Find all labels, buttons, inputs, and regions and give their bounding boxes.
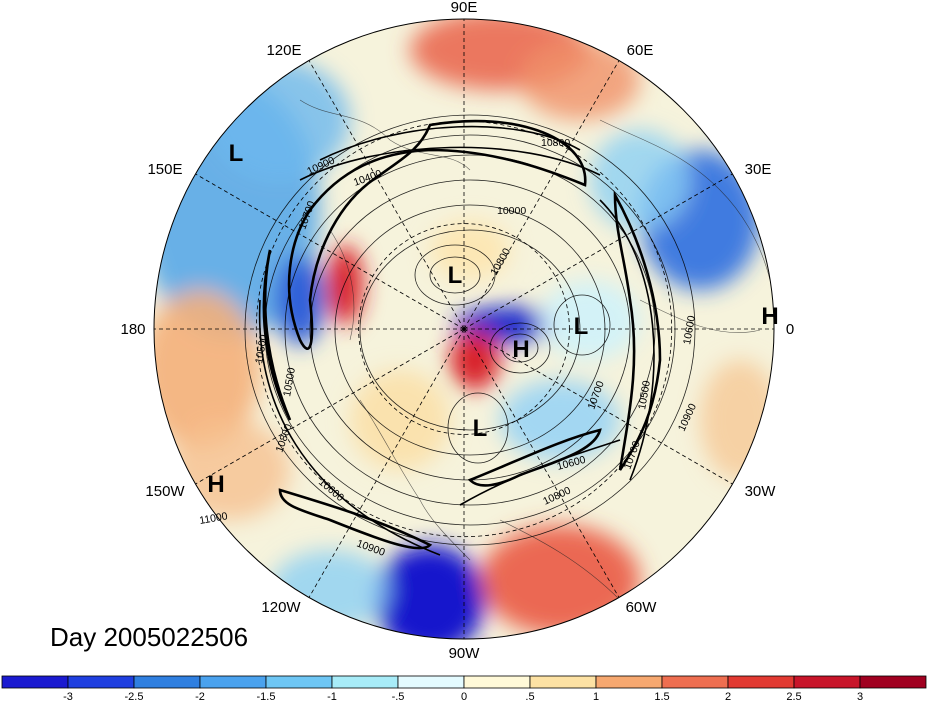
colorbar-swatch (67, 675, 135, 689)
colorbar-tick-label: 3 (857, 691, 863, 702)
meridian-line (195, 173, 465, 330)
lon-label-30w: 30W (745, 483, 777, 500)
colorbar-tick-label: -2 (195, 691, 205, 702)
lon-label-0: 0 (786, 321, 794, 338)
latitude-circle (255, 120, 673, 538)
meridian-line (308, 328, 465, 598)
pressure-centers: L L L L H H H (207, 140, 778, 498)
colorbar-swatch (727, 675, 795, 689)
meridian-line (463, 328, 620, 598)
colorbar-swatch (793, 675, 861, 689)
low-center: L (229, 140, 244, 167)
meridian-line (463, 173, 733, 330)
lon-label-90w: 90W (449, 645, 481, 662)
colorbar-swatch (199, 675, 267, 689)
colorbar-tick-label: -3 (63, 691, 73, 702)
contour-label: 10800 (541, 137, 570, 149)
graticule (154, 19, 774, 639)
lon-label-60w: 60W (626, 599, 658, 616)
colorbar-swatch (133, 675, 201, 689)
colorbar-tick-label: -.5 (392, 691, 405, 702)
colorbar-swatch (595, 675, 663, 689)
colorbar-swatch (661, 675, 729, 689)
high-center: H (207, 471, 224, 498)
lon-label-60e: 60E (627, 42, 654, 59)
colorbar-tick-label: 0 (461, 691, 467, 702)
colorbar-tick-label: -1.5 (257, 691, 276, 702)
contour-label: 11000 (198, 510, 228, 527)
low-center: L (574, 313, 589, 340)
colorbar-swatch (529, 675, 597, 689)
contour-label: 10000 (497, 205, 526, 217)
lon-label-120w: 120W (261, 599, 301, 616)
longitude-labels: 90E 60E 30E 0 30W 60W 90W 120W 150W 180 … (120, 0, 794, 662)
low-center: L (448, 262, 463, 289)
colorbar-tick-label: 2 (725, 691, 731, 702)
colorbar-tick-label: -2.5 (125, 691, 144, 702)
colorbar-tick-label: .5 (525, 691, 534, 702)
colorbar-swatch (397, 675, 465, 689)
colorbar-tick-label: -1 (327, 691, 337, 702)
colorbar-swatch (1, 675, 69, 689)
colorbar-swatch (265, 675, 333, 689)
high-center: H (512, 336, 529, 363)
meridian-line (195, 328, 465, 485)
lon-label-150w: 150W (145, 483, 185, 500)
lon-label-150e: 150E (147, 161, 182, 178)
high-center: H (761, 303, 778, 330)
contour-label: 10600 (681, 315, 698, 346)
colorbar-swatch (859, 675, 927, 689)
lon-label-90e: 90E (451, 0, 478, 16)
contour-label: 10500 (636, 380, 653, 411)
map-title: Day 2005022506 (50, 622, 248, 652)
colorbar-tick-label: 1.5 (654, 691, 669, 702)
contour-label: 10500 (281, 367, 298, 398)
colorbar-swatch (463, 675, 531, 689)
meridian-line (463, 328, 733, 485)
lon-label-180: 180 (120, 321, 145, 338)
contour-label: 10500 (253, 334, 270, 365)
low-center: L (473, 415, 488, 442)
colorbar-swatch (331, 675, 399, 689)
lon-label-30e: 30E (745, 161, 772, 178)
latitude-circle (358, 223, 570, 435)
meridian-line (308, 60, 465, 330)
lon-label-120e: 120E (266, 42, 301, 59)
meridian-line (463, 60, 620, 330)
colorbar-tick-label: 2.5 (786, 691, 801, 702)
colorbar: -3 -2.5 -2 -1.5 -1 -.5 0 .5 1 1.5 2 2.5 3 (1, 675, 927, 702)
colorbar-tick-label: 1 (593, 691, 599, 702)
